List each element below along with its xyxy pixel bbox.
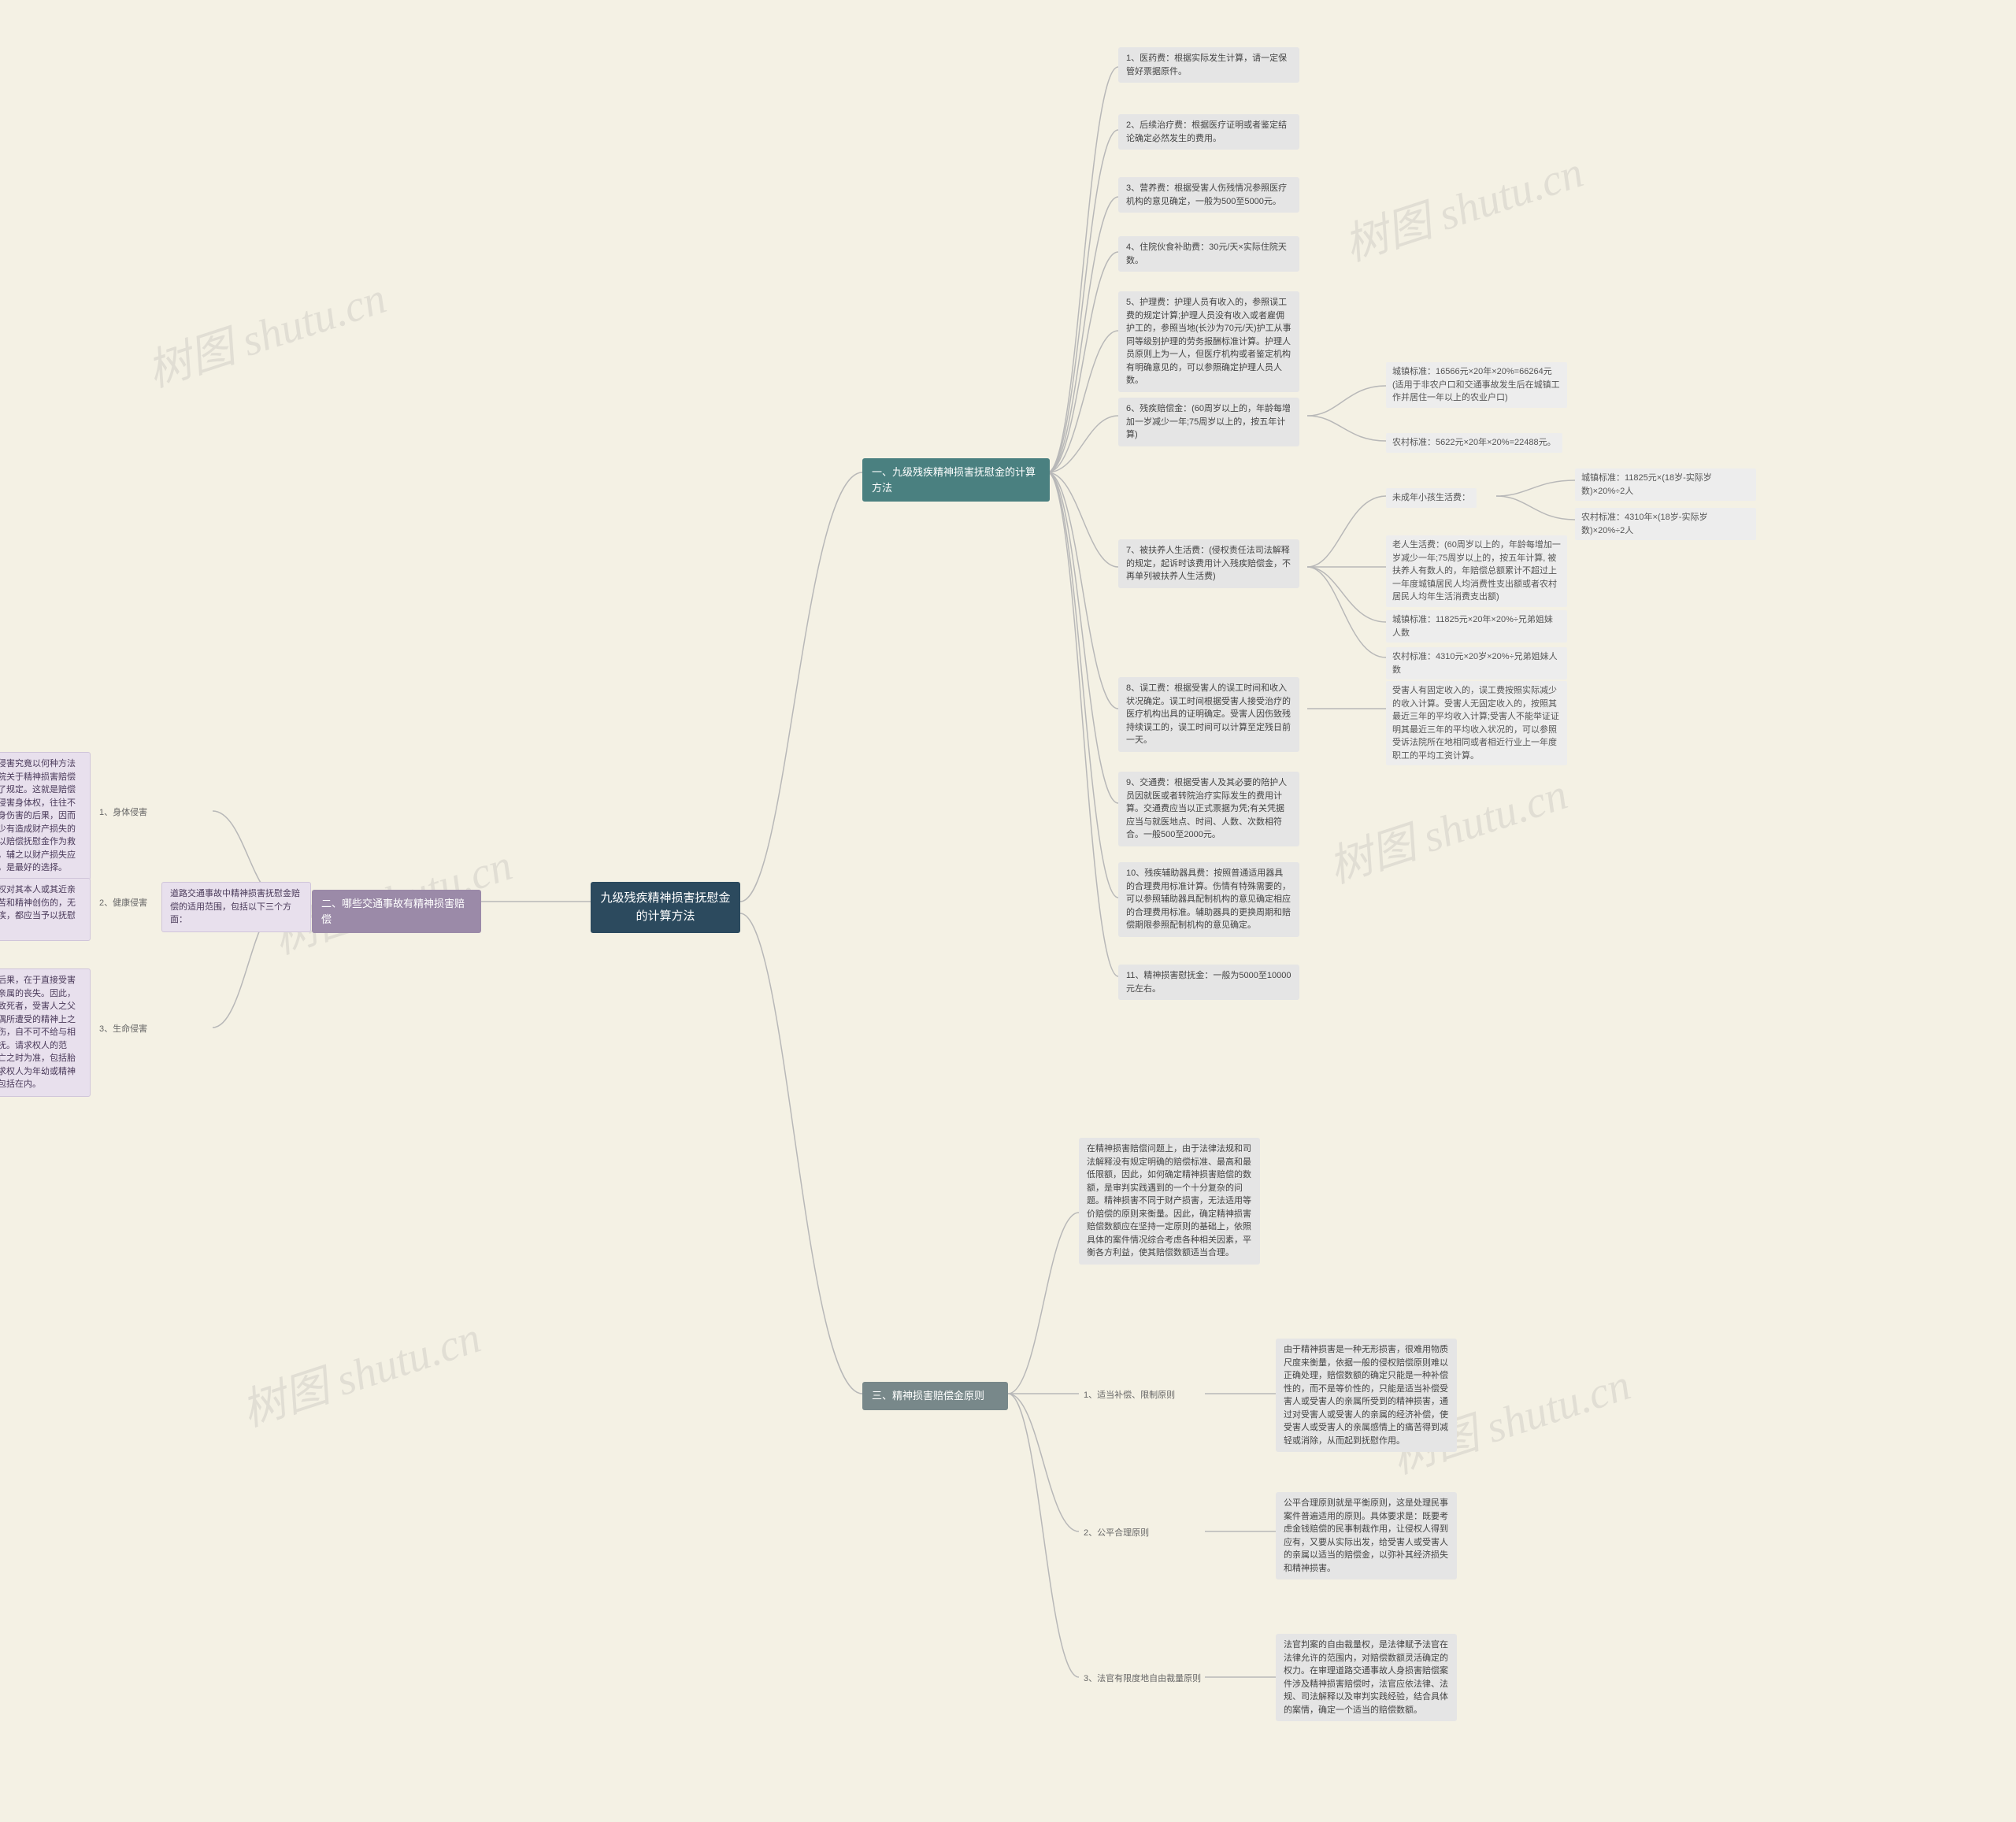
b3-k2: 2、公平合理原则 <box>1079 1525 1154 1542</box>
b2-k2: 2、健康侵害 <box>94 895 152 912</box>
b1-sub6-2: 农村标准：5622元×20年×20%=22488元。 <box>1386 433 1562 453</box>
watermark: 树图 shutu.cn <box>1319 758 1574 895</box>
branch-2: 二、哪些交通事故有精神损害赔偿 <box>312 890 481 933</box>
b2-k1: 1、身体侵害 <box>94 805 152 821</box>
watermark: 树图 shutu.cn <box>232 1302 487 1439</box>
b1-item-11: 11、精神损害慰抚金：一般为5000至10000元左右。 <box>1118 965 1299 1000</box>
b1-sub8: 受害人有固定收入的，误工费按照实际减少的收入计算。受害人无固定收入的，按照其最近… <box>1386 681 1567 765</box>
branch-1: 一、九级残疾精神损害抚慰金的计算方法 <box>862 458 1050 502</box>
b1-item-6: 6、残疾赔偿金：(60周岁以上的，年龄每增加一岁减少一年;75周岁以上的，按五年… <box>1118 398 1299 446</box>
b1-item-5: 5、护理费：护理人员有收入的，参照误工费的规定计算;护理人员没有收入或者雇佣护工… <box>1118 291 1299 392</box>
b3-k3: 3、法官有限度地自由裁量原则 <box>1079 1671 1206 1687</box>
b1-sub7-2: 老人生活费：(60周岁以上的，年龄每增加一岁减少一年;75周岁以上的，按五年计算… <box>1386 535 1567 607</box>
b1-sub7-4: 农村标准：4310元×20岁×20%÷兄弟姐妹人数 <box>1386 647 1567 680</box>
b3-desc3: 法官判案的自由裁量权，是法律赋予法官在法律允许的范围内，对赔偿数额灵活确定的权力… <box>1276 1634 1457 1721</box>
b1-item-7: 7、被扶养人生活费：(侵权责任法司法解释的规定，起诉时该费用计入残疾赔偿金，不再… <box>1118 539 1299 588</box>
b1-item-3: 3、营养费：根据受害人伤残情况参照医疗机构的意见确定，一般为500至5000元。 <box>1118 177 1299 213</box>
b1-sub7-3: 城镇标准：11825元×20年×20%÷兄弟姐妹人数 <box>1386 610 1567 643</box>
b3-intro: 在精神损害赔偿问题上，由于法律法规和司法解释没有规定明确的赔偿标准、最高和最低限… <box>1079 1138 1260 1265</box>
b1-sub7a-1: 城镇标准：11825元×(18岁-实际岁数)×20%÷2人 <box>1575 468 1756 501</box>
watermark: 树图 shutu.cn <box>138 262 393 399</box>
b1-sub7a-2: 农村标准：4310年×(18岁-实际岁数)×20%÷2人 <box>1575 508 1756 540</box>
b1-sub6-1: 城镇标准：16566元×20年×20%=66264元(适用于非农户口和交通事故发… <box>1386 362 1567 408</box>
b1-sub7-1: 未成年小孩生活费： <box>1386 488 1477 508</box>
b1-item-2: 2、后续治疗费：根据医疗证明或者鉴定结论确定必然发生的费用。 <box>1118 114 1299 150</box>
b2-desc1: 对于身体权的侵害究竟以何种方法救济，最高法院关于精神损害赔偿的司法解释做了规定。… <box>0 752 91 880</box>
b2-intro: 道路交通事故中精神损害抚慰金赔偿的适用范围，包括以下三个方面： <box>161 882 311 932</box>
b1-item-4: 4、住院伙食补助费：30元/天×实际住院天数。 <box>1118 236 1299 272</box>
b2-desc3: 侵害生命权的后果，在于直接受害人死亡和其近亲属的丧失。因此，不法侵害他人致死者，… <box>0 968 91 1097</box>
b2-desc2: 凡是侵害健康权对其本人或其近亲属造成精神痛苦和精神创伤的，无论是否造成残疾，都应… <box>0 878 91 941</box>
b2-k3: 3、生命侵害 <box>94 1021 152 1038</box>
b1-item-9: 9、交通费：根据受害人及其必要的陪护人员因就医或者转院治疗实际发生的费用计算。交… <box>1118 772 1299 846</box>
b1-item-1: 1、医药费：根据实际发生计算，请一定保管好票据原件。 <box>1118 47 1299 83</box>
watermark: 树图 shutu.cn <box>1335 136 1590 273</box>
b1-item-10: 10、残疾辅助器具费：按照普通适用器具的合理费用标准计算。伤情有特殊需要的，可以… <box>1118 862 1299 937</box>
root-node: 九级残疾精神损害抚慰金的计算方法 <box>591 882 740 933</box>
b3-desc1: 由于精神损害是一种无形损害，很难用物质尺度来衡量，依据一般的侵权赔偿原则难以正确… <box>1276 1339 1457 1452</box>
branch-3: 三、精神损害赔偿金原则 <box>862 1382 1008 1410</box>
b1-item-8: 8、误工费：根据受害人的误工时间和收入状况确定。误工时间根据受害人接受治疗的医疗… <box>1118 677 1299 752</box>
b3-desc2: 公平合理原则就是平衡原则，这是处理民事案件普遍适用的原则。具体要求是：既要考虑金… <box>1276 1492 1457 1579</box>
b3-k1: 1、适当补偿、限制原则 <box>1079 1387 1180 1404</box>
